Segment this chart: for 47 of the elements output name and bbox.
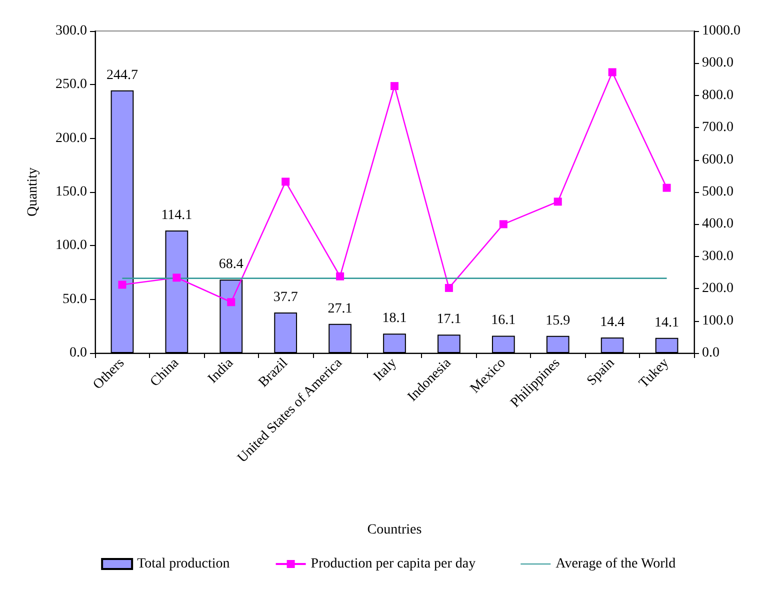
point bbox=[444, 284, 453, 292]
data-label: 17.1 bbox=[436, 312, 462, 328]
y-tick-label: 200.0 bbox=[56, 130, 87, 146]
data-label: 68.4 bbox=[218, 257, 244, 272]
point bbox=[390, 82, 398, 90]
y2-tick-label: 400.0 bbox=[702, 216, 734, 232]
data-label: 15.9 bbox=[546, 313, 570, 328]
y-axis-title: Quantity bbox=[26, 168, 40, 216]
y2-tick-label: 200.0 bbox=[702, 281, 734, 296]
y2-tick-label: 700.0 bbox=[702, 120, 734, 136]
point bbox=[499, 220, 508, 228]
data-label: 18.1 bbox=[382, 311, 407, 326]
point bbox=[662, 184, 671, 192]
x-tick-label: Italy bbox=[371, 356, 400, 384]
y2-tick-label: 100.0 bbox=[702, 313, 734, 328]
y-tick-label: 150.0 bbox=[56, 184, 87, 200]
legend-label: Average of the World bbox=[556, 556, 676, 572]
x-tick-label: India bbox=[206, 355, 237, 387]
legend-label: Production per capita per day bbox=[310, 556, 476, 572]
point bbox=[608, 68, 616, 76]
y-tick-label: 50.0 bbox=[62, 292, 87, 307]
y2-tick-label: 800.0 bbox=[702, 88, 734, 103]
point bbox=[172, 274, 181, 282]
y2-tick-label: 500.0 bbox=[702, 184, 734, 200]
y2-tick-label: 600.0 bbox=[702, 152, 734, 168]
data-label: 27.1 bbox=[328, 301, 352, 316]
data-label: 14.1 bbox=[654, 315, 680, 330]
x-axis-title: Countries bbox=[367, 522, 422, 538]
y2-tick-label: 1000.0 bbox=[702, 24, 740, 38]
point bbox=[336, 272, 344, 280]
data-label: 114.1 bbox=[161, 208, 192, 224]
data-label: 37.7 bbox=[273, 290, 298, 306]
point bbox=[118, 280, 126, 289]
y-tick-label: 250.0 bbox=[56, 77, 87, 92]
data-label: 244.7 bbox=[106, 68, 138, 83]
data-label: 14.4 bbox=[600, 315, 625, 330]
point bbox=[282, 178, 290, 186]
point bbox=[554, 198, 562, 206]
y2-tick-label: 300.0 bbox=[702, 248, 734, 264]
point bbox=[227, 298, 236, 306]
y-tick-label: 100.0 bbox=[56, 238, 87, 254]
data-label: 16.1 bbox=[491, 313, 516, 328]
y2-tick-label: 0.0 bbox=[702, 346, 720, 360]
y2-tick-label: 900.0 bbox=[702, 56, 734, 71]
legend-label: Total production bbox=[137, 556, 230, 572]
y-tick-label: 300.0 bbox=[56, 24, 87, 38]
y-tick-label: 0.0 bbox=[70, 346, 87, 360]
